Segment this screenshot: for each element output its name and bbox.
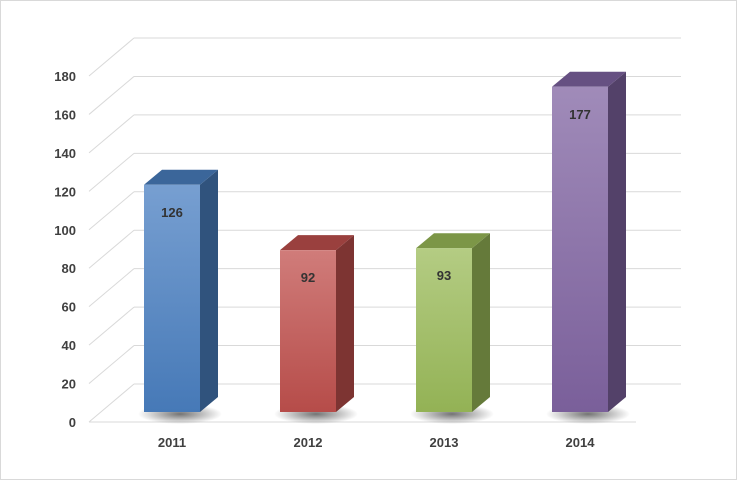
x-tick-label: 2014 (566, 435, 596, 450)
y-tick-label: 80 (62, 261, 76, 276)
bar-top (416, 233, 490, 249)
x-tick-label: 2013 (430, 435, 459, 450)
y-tick-label: 0 (69, 415, 76, 430)
data-label: 126 (161, 205, 183, 220)
bar-2011: 126 (144, 169, 218, 412)
bar-front (144, 184, 200, 412)
bar-side (200, 169, 218, 412)
gridline-side (88, 37, 135, 77)
gridline-side (88, 191, 135, 231)
gridline-side (88, 114, 135, 154)
bar-top (280, 235, 354, 251)
bar-side (608, 71, 626, 413)
bars: 126 92 93 177 (144, 71, 626, 413)
x-tick-label: 2012 (294, 435, 323, 450)
bar-front (416, 248, 472, 412)
bar-side (472, 233, 490, 412)
gridline-side (88, 383, 135, 423)
bar-2013: 93 (416, 233, 490, 412)
x-tick-label: 2011 (158, 435, 186, 450)
y-tick-label: 100 (54, 223, 76, 238)
y-tick-label: 160 (54, 107, 76, 122)
bar-front (552, 86, 608, 413)
gridline-side (88, 345, 135, 384)
data-label: 92 (301, 270, 315, 285)
bar-2014: 177 (552, 71, 626, 413)
y-tick-label: 140 (54, 146, 76, 161)
bar-front (280, 250, 336, 412)
gridline-side (88, 229, 135, 269)
x-axis-ticks: 2011 2012 2013 2014 (158, 435, 595, 450)
gridline-side (88, 76, 135, 115)
y-tick-label: 20 (62, 377, 76, 392)
bar-top (144, 169, 218, 185)
bar-2012: 92 (280, 235, 354, 412)
gridline-side (88, 268, 135, 308)
gridline-side (88, 306, 135, 346)
gridline-side (88, 152, 135, 192)
y-tick-label: 180 (54, 69, 76, 84)
y-tick-label: 40 (62, 338, 76, 353)
data-label: 177 (569, 107, 591, 122)
bar-top (552, 71, 626, 87)
data-label: 93 (437, 268, 451, 283)
y-tick-label: 60 (62, 300, 76, 315)
y-tick-label: 120 (54, 184, 76, 199)
bar-side (336, 235, 354, 412)
y-axis-ticks: 0 20 40 60 80 100 120 140 160 180 (54, 69, 76, 430)
